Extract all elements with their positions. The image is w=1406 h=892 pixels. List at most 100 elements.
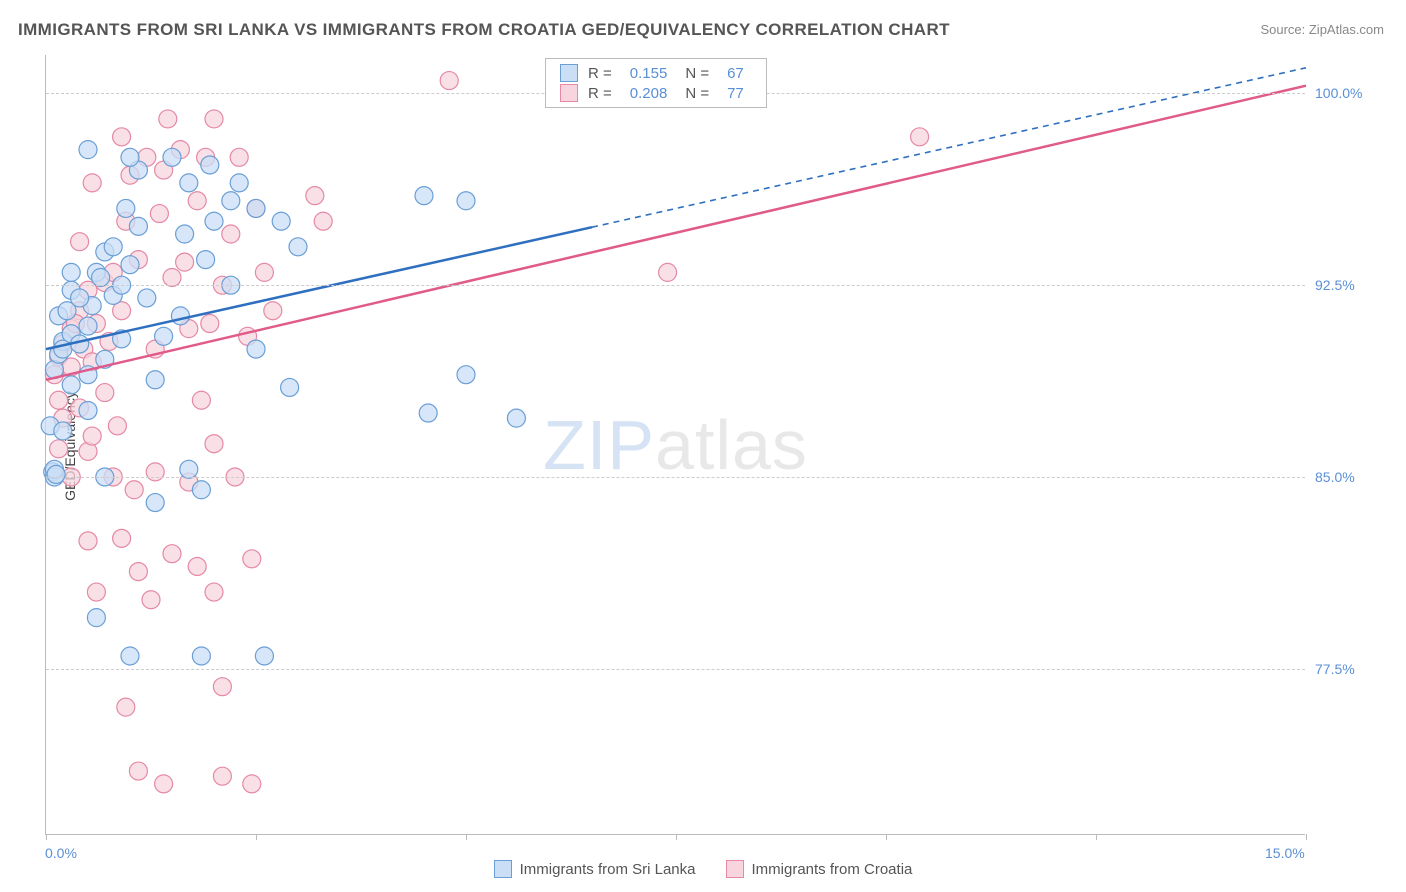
data-point [96, 384, 114, 402]
x-tick-mark [676, 834, 677, 840]
data-point [171, 307, 189, 325]
data-point [457, 192, 475, 210]
data-point [192, 391, 210, 409]
data-point [146, 494, 164, 512]
data-point [243, 775, 261, 793]
data-point [205, 110, 223, 128]
data-point [205, 583, 223, 601]
chart-plot-area: ZIPatlas 100.0%92.5%85.0%77.5% [45, 55, 1305, 835]
data-point [108, 417, 126, 435]
y-tick-label: 77.5% [1315, 661, 1385, 677]
data-point [79, 532, 97, 550]
series-legend-label: Immigrants from Sri Lanka [520, 861, 696, 878]
gridline [46, 285, 1305, 286]
data-point [129, 217, 147, 235]
data-point [243, 550, 261, 568]
data-point [419, 404, 437, 422]
data-point [87, 609, 105, 627]
x-tick-mark [1096, 834, 1097, 840]
data-point [163, 545, 181, 563]
data-point [197, 251, 215, 269]
data-point [71, 289, 89, 307]
data-point [176, 253, 194, 271]
data-point [205, 435, 223, 453]
data-point [138, 289, 156, 307]
data-point [272, 212, 290, 230]
x-tick-mark [1306, 834, 1307, 840]
data-point [71, 233, 89, 251]
data-point [440, 72, 458, 90]
source-name: ZipAtlas.com [1309, 22, 1384, 37]
data-point [117, 199, 135, 217]
data-point [180, 174, 198, 192]
legend-swatch [726, 860, 744, 878]
data-point [83, 174, 101, 192]
data-point [87, 583, 105, 601]
data-point [314, 212, 332, 230]
data-point [507, 409, 525, 427]
data-point [83, 427, 101, 445]
data-point [79, 317, 97, 335]
data-point [659, 263, 677, 281]
source-prefix: Source: [1260, 22, 1308, 37]
gridline [46, 477, 1305, 478]
data-point [289, 238, 307, 256]
data-point [155, 327, 173, 345]
legend-n-label: N = [685, 85, 709, 102]
data-point [255, 263, 273, 281]
data-point [415, 187, 433, 205]
x-axis-min-label: 0.0% [45, 845, 77, 861]
data-point [62, 263, 80, 281]
data-point [113, 128, 131, 146]
series-legend: Immigrants from Sri Lanka Immigrants from… [0, 860, 1406, 878]
correlation-legend: R =0.155N =67R =0.208N =77 [545, 58, 767, 108]
data-point [230, 174, 248, 192]
data-point [188, 557, 206, 575]
data-point [281, 378, 299, 396]
x-axis-max-label: 15.0% [1265, 845, 1305, 861]
data-point [92, 268, 110, 286]
data-point [163, 148, 181, 166]
data-point [247, 199, 265, 217]
data-point [117, 698, 135, 716]
data-point [47, 465, 65, 483]
data-point [129, 563, 147, 581]
data-point [176, 225, 194, 243]
legend-row: R =0.155N =67 [560, 63, 752, 83]
x-tick-mark [886, 834, 887, 840]
data-point [50, 391, 68, 409]
series-legend-item: Immigrants from Sri Lanka [494, 860, 696, 878]
data-point [159, 110, 177, 128]
data-point [121, 647, 139, 665]
data-point [142, 591, 160, 609]
legend-swatch [494, 860, 512, 878]
data-point [188, 192, 206, 210]
data-point [146, 463, 164, 481]
data-point [205, 212, 223, 230]
legend-row: R =0.208N =77 [560, 83, 752, 103]
y-tick-label: 100.0% [1315, 85, 1385, 101]
data-point [62, 376, 80, 394]
gridline [46, 669, 1305, 670]
data-point [213, 767, 231, 785]
legend-r-value: 0.208 [630, 85, 668, 102]
data-point [54, 422, 72, 440]
data-point [163, 268, 181, 286]
y-tick-label: 85.0% [1315, 469, 1385, 485]
data-point [201, 315, 219, 333]
data-point [155, 775, 173, 793]
data-point [146, 371, 164, 389]
data-point [247, 340, 265, 358]
data-point [192, 647, 210, 665]
legend-r-label: R = [588, 65, 612, 82]
data-point [306, 187, 324, 205]
data-point [201, 156, 219, 174]
chart-title: IMMIGRANTS FROM SRI LANKA VS IMMIGRANTS … [18, 20, 950, 40]
data-point [129, 762, 147, 780]
series-legend-label: Immigrants from Croatia [752, 861, 913, 878]
data-point [125, 481, 143, 499]
data-point [255, 647, 273, 665]
data-point [222, 225, 240, 243]
data-point [222, 192, 240, 210]
scatter-svg [46, 55, 1305, 834]
